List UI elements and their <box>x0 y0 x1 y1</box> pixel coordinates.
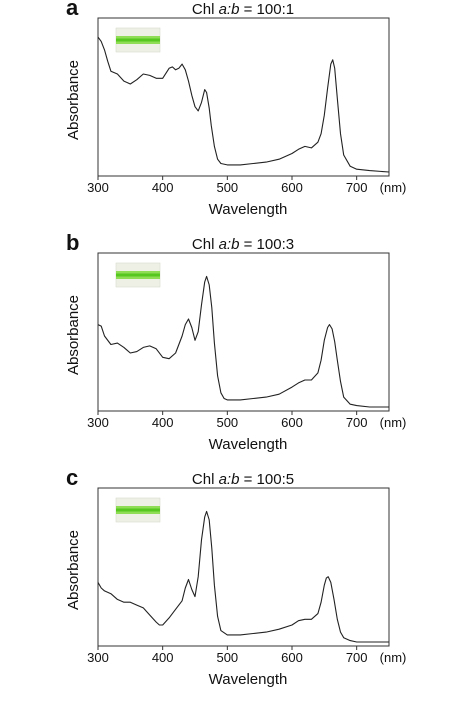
x-tick-label: 700 <box>346 415 368 430</box>
plot-frame <box>97 17 390 177</box>
x-tick-label: 700 <box>346 180 368 195</box>
x-tick-label: 600 <box>281 180 303 195</box>
chart-panel-a: a Chl a:b = 100:1 300 400 500 600 700 (nm) Wavel… <box>65 0 406 218</box>
x-tick-label: 600 <box>281 415 303 430</box>
x-unit-label: (nm) <box>380 650 407 665</box>
chart-panel-c: c Chl a:b = 100:5 300 400 500 600 700 (nm) Wavel… <box>65 465 406 688</box>
y-axis-label: Absorbance <box>65 530 82 610</box>
x-unit-label: (nm) <box>380 415 407 430</box>
absorbance-line-a <box>97 36 390 173</box>
x-tick-label: 300 <box>87 415 109 430</box>
x-axis-label: Wavelength <box>209 436 288 453</box>
x-tick-label: 700 <box>346 650 368 665</box>
x-axis-label: Wavelength <box>209 671 288 688</box>
panel-letter: c <box>66 465 78 490</box>
x-tick-label: 500 <box>216 415 238 430</box>
chart-title: Chl a:b = 100:1 <box>192 1 294 18</box>
x-tick-label: 400 <box>152 650 174 665</box>
x-unit-label: (nm) <box>380 180 407 195</box>
plot-frame <box>97 487 390 647</box>
panel-letter: b <box>66 230 79 255</box>
sample-inset-image <box>115 27 161 53</box>
panel-letter: a <box>66 0 79 20</box>
chart-panel-b: b Chl a:b = 100:3 300 400 500 600 700 (nm) Wavel… <box>65 230 406 453</box>
chart-title: Chl a:b = 100:5 <box>192 471 294 488</box>
x-axis-label: Wavelength <box>209 201 288 218</box>
absorbance-line-b <box>97 275 389 408</box>
y-axis-label: Absorbance <box>65 295 82 375</box>
inset-band-core <box>116 273 160 277</box>
chart-title: Chl a:b = 100:3 <box>192 236 294 253</box>
x-tick-label: 500 <box>216 180 238 195</box>
x-tick-label: 300 <box>87 650 109 665</box>
x-tick-label: 400 <box>152 415 174 430</box>
x-tick-label: 600 <box>281 650 303 665</box>
x-tick-label: 400 <box>152 180 174 195</box>
sample-inset-image <box>115 497 161 523</box>
absorbance-line-c <box>97 510 389 643</box>
plot-frame <box>97 252 390 412</box>
inset-band-core <box>116 508 160 512</box>
inset-band-core <box>116 38 160 42</box>
sample-inset-image <box>115 262 161 288</box>
x-tick-label: 500 <box>216 650 238 665</box>
y-axis-label: Absorbance <box>65 60 82 140</box>
x-tick-label: 300 <box>87 180 109 195</box>
